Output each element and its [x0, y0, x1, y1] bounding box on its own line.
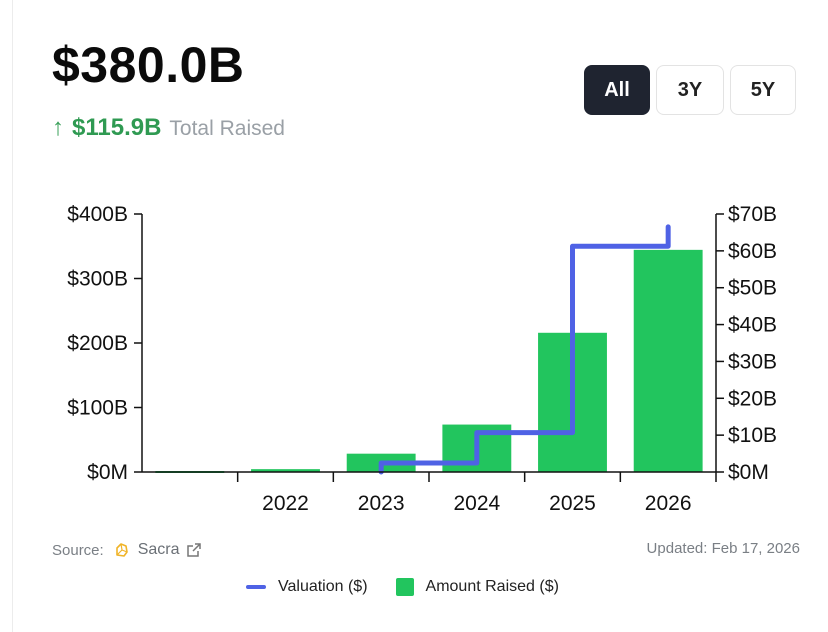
- left-tick-label: $200B: [67, 332, 128, 355]
- legend-valuation-label: Valuation ($): [278, 578, 368, 595]
- source-attribution: Source: Sacra: [52, 540, 202, 560]
- x-tick-label-2022: 2022: [262, 492, 309, 515]
- range-all-button[interactable]: All: [584, 65, 650, 115]
- x-tick-label-2023: 2023: [358, 492, 405, 515]
- left-tick-label: $300B: [67, 268, 128, 291]
- legend-amount-label: Amount Raised ($): [425, 578, 559, 595]
- valuation-headline: $380.0B: [52, 37, 245, 93]
- card-border: [0, 0, 13, 632]
- right-tick-label: $30B: [728, 350, 777, 373]
- x-tick-label-2025: 2025: [549, 492, 596, 515]
- total-raised-label: Total Raised: [169, 117, 285, 140]
- source-name: Sacra: [137, 541, 180, 558]
- left-tick-label: $400B: [67, 203, 128, 226]
- right-tick-label: $10B: [728, 424, 777, 447]
- bar-2026: [633, 249, 703, 472]
- valuation-line: [378, 224, 671, 475]
- x-tick-label-2024: 2024: [453, 492, 500, 515]
- funding-chart: $0M $100B $200B $300B $400B $0M $10B $20B $30B $4…: [67, 203, 777, 515]
- right-tick-label: $0M: [728, 461, 769, 484]
- total-raised-row: ↑ $115.9B Total Raised: [52, 114, 285, 142]
- bar-2022: [251, 469, 320, 472]
- up-arrow-icon: ↑: [52, 114, 64, 141]
- updated-date: Updated: Feb 17, 2026: [646, 540, 800, 557]
- left-tick-label: $0M: [87, 461, 128, 484]
- legend-valuation-swatch: [246, 585, 266, 589]
- right-tick-label: $70B: [728, 203, 777, 226]
- left-tick-label: $100B: [67, 397, 128, 420]
- legend-item-amount[interactable]: Amount Raised ($): [395, 578, 559, 596]
- source-label: Source:: [52, 541, 104, 559]
- right-tick-label: $20B: [728, 387, 777, 410]
- total-raised-amount: $115.9B: [72, 114, 162, 141]
- right-tick-label: $40B: [728, 314, 777, 337]
- sacra-logo-icon: [115, 543, 128, 557]
- right-tick-label: $50B: [728, 277, 777, 300]
- legend-item-valuation[interactable]: Valuation ($): [246, 578, 368, 596]
- right-tick-label: $60B: [728, 240, 777, 263]
- range-5y-button[interactable]: 5Y: [730, 65, 796, 115]
- source-link[interactable]: Sacra: [112, 540, 202, 560]
- time-range-selector: All 3Y 5Y: [584, 65, 796, 115]
- x-tick-label-2026: 2026: [645, 492, 692, 515]
- external-link-icon: [186, 543, 201, 557]
- legend-amount-swatch: [395, 578, 414, 596]
- chart-legend: Valuation ($) Amount Raised ($): [246, 578, 559, 596]
- range-3y-button[interactable]: 3Y: [656, 65, 724, 115]
